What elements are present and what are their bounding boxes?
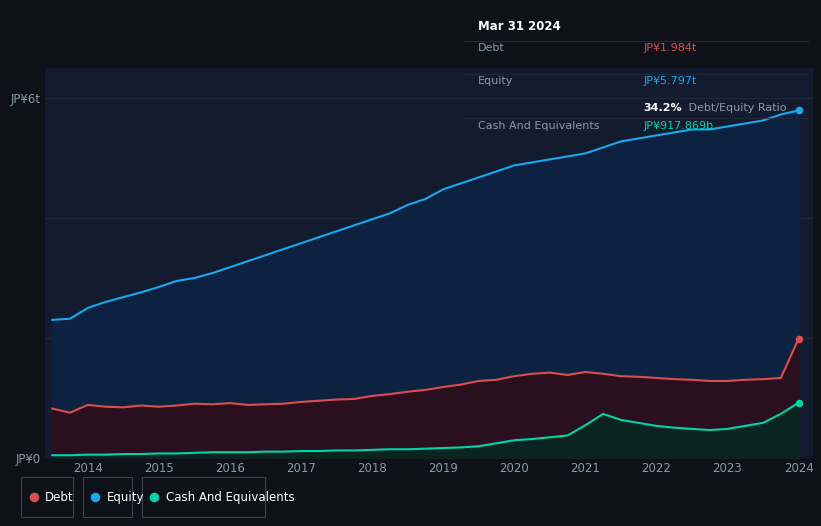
Point xyxy=(27,493,40,501)
Text: Equity: Equity xyxy=(478,76,513,86)
Text: Debt: Debt xyxy=(478,44,504,54)
Point xyxy=(89,493,102,501)
Text: Cash And Equivalents: Cash And Equivalents xyxy=(478,121,599,131)
Text: Debt/Equity Ratio: Debt/Equity Ratio xyxy=(685,103,786,113)
Point xyxy=(792,106,805,115)
Point xyxy=(792,399,805,407)
Text: JP¥5.797t: JP¥5.797t xyxy=(643,76,696,86)
Text: 34.2%: 34.2% xyxy=(643,103,681,113)
Text: JP¥1.984t: JP¥1.984t xyxy=(643,44,696,54)
Text: JP¥917.869b: JP¥917.869b xyxy=(643,121,713,131)
Text: Cash And Equivalents: Cash And Equivalents xyxy=(166,491,294,503)
Text: Debt: Debt xyxy=(45,491,74,503)
Text: Equity: Equity xyxy=(107,491,144,503)
Point xyxy=(792,335,805,343)
Text: Mar 31 2024: Mar 31 2024 xyxy=(478,19,561,33)
Point xyxy=(148,493,161,501)
